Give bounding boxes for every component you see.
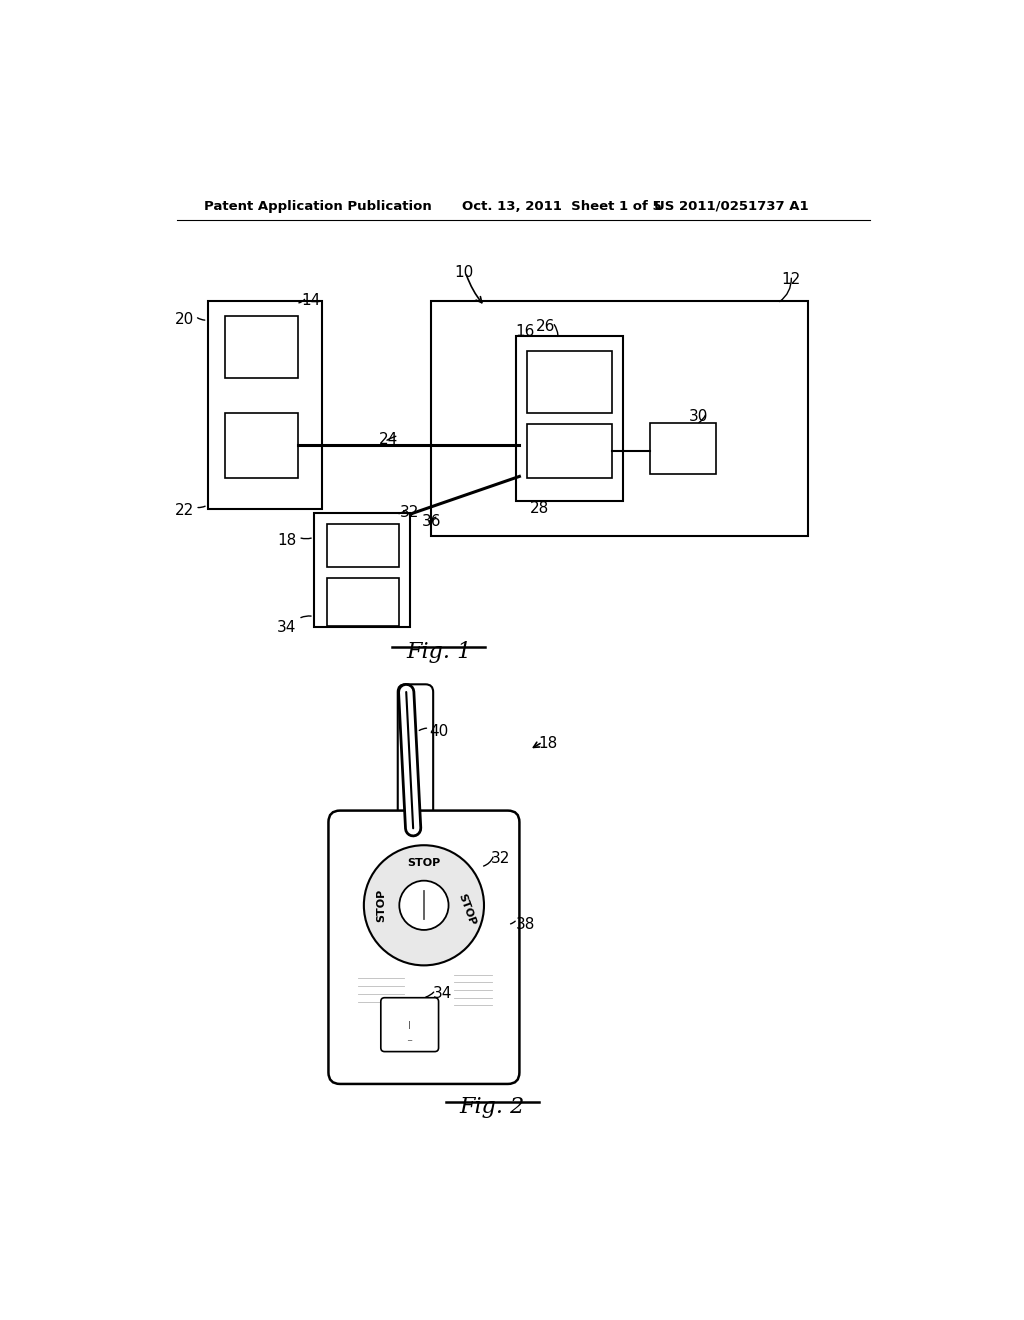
Text: Fig. 1: Fig. 1 bbox=[406, 642, 471, 663]
Text: 20: 20 bbox=[175, 313, 195, 327]
Text: 18: 18 bbox=[276, 533, 296, 548]
Text: 34: 34 bbox=[276, 620, 296, 635]
Bar bbox=[527, 424, 611, 478]
Text: 22: 22 bbox=[175, 503, 195, 519]
Text: 10: 10 bbox=[454, 264, 473, 280]
Text: 12: 12 bbox=[781, 272, 801, 288]
Bar bbox=[313, 512, 410, 627]
Text: _: _ bbox=[408, 1032, 412, 1040]
Text: 32: 32 bbox=[400, 506, 420, 520]
Text: I: I bbox=[408, 1022, 411, 1031]
Bar bbox=[327, 524, 398, 566]
Text: 36: 36 bbox=[422, 515, 441, 529]
Text: Oct. 13, 2011  Sheet 1 of 5: Oct. 13, 2011 Sheet 1 of 5 bbox=[462, 199, 662, 213]
Text: 26: 26 bbox=[537, 318, 556, 334]
Text: 30: 30 bbox=[689, 409, 709, 424]
Text: 38: 38 bbox=[515, 917, 535, 932]
Text: Patent Application Publication: Patent Application Publication bbox=[204, 199, 431, 213]
Text: US 2011/0251737 A1: US 2011/0251737 A1 bbox=[654, 199, 809, 213]
Bar bbox=[224, 317, 298, 378]
Text: 14: 14 bbox=[301, 293, 321, 308]
Text: 16: 16 bbox=[515, 323, 535, 339]
FancyBboxPatch shape bbox=[381, 998, 438, 1052]
Text: 18: 18 bbox=[539, 737, 558, 751]
Text: 40: 40 bbox=[429, 725, 449, 739]
Text: STOP: STOP bbox=[377, 888, 387, 921]
Text: 24: 24 bbox=[379, 432, 397, 446]
Text: Fig. 2: Fig. 2 bbox=[460, 1096, 525, 1118]
Text: 32: 32 bbox=[490, 851, 510, 866]
Bar bbox=[327, 578, 398, 626]
Text: STOP: STOP bbox=[456, 892, 476, 927]
Text: 28: 28 bbox=[529, 502, 549, 516]
Bar bbox=[224, 412, 298, 478]
Bar bbox=[208, 301, 322, 508]
FancyBboxPatch shape bbox=[329, 810, 519, 1084]
Circle shape bbox=[399, 880, 449, 929]
FancyBboxPatch shape bbox=[397, 684, 433, 838]
Bar bbox=[515, 335, 624, 502]
Bar bbox=[527, 351, 611, 412]
Circle shape bbox=[364, 845, 484, 965]
Bar bbox=[431, 301, 808, 536]
Text: 34: 34 bbox=[432, 986, 452, 1001]
Bar bbox=[650, 422, 716, 474]
Text: STOP: STOP bbox=[408, 858, 440, 869]
